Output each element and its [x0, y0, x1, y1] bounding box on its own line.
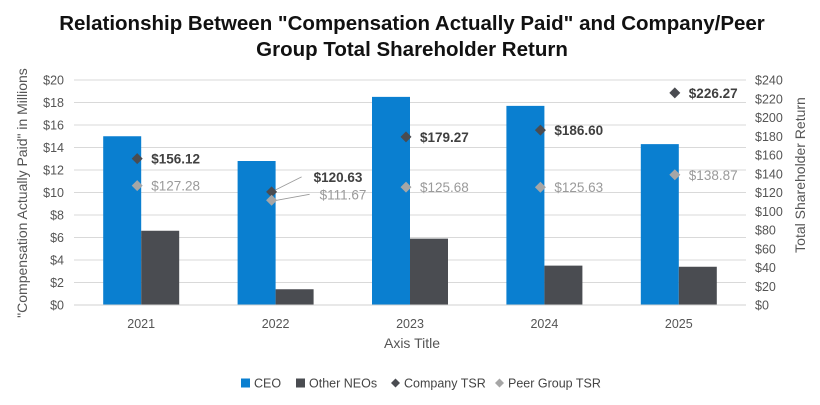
company-tsr-label: $226.27	[689, 86, 738, 101]
y2-tick-label: $20	[755, 280, 776, 294]
y-tick-label: $4	[50, 254, 64, 268]
peer-tsr-label: $125.63	[554, 180, 603, 195]
x-tick-label: 2022	[262, 317, 290, 331]
y2-tick-label: $160	[755, 149, 783, 163]
y-tick-label: $16	[43, 119, 64, 133]
x-tick-label: 2023	[396, 317, 424, 331]
legend-swatch	[391, 378, 400, 388]
peer-tsr-marker	[400, 181, 412, 193]
y2-tick-label: $200	[755, 111, 783, 125]
legend-label: Other NEOs	[309, 377, 377, 391]
legend-swatch	[241, 378, 250, 388]
company-tsr-marker	[669, 87, 681, 99]
peer-tsr-marker	[669, 169, 681, 181]
bar-ceo	[237, 161, 276, 305]
legend-swatch	[495, 378, 504, 388]
y-tick-label: $20	[43, 74, 64, 88]
company-tsr-label: $179.27	[420, 130, 469, 145]
x-tick-label: 2025	[665, 317, 693, 331]
company-tsr-marker	[266, 186, 278, 198]
y-axis-right: $0 $20 $40 $60 $80 $100 $120 $140 $160 $180 $200 $2…	[755, 74, 783, 313]
legend-label: CEO	[254, 377, 281, 391]
bar-ceo	[640, 144, 679, 305]
peer-tsr-marker	[131, 180, 143, 192]
y2-tick-label: $180	[755, 130, 783, 144]
y-tick-label: $12	[43, 164, 64, 178]
y-axis-title-right: Total Shareholder Return	[792, 97, 808, 253]
peer-tsr-label: $125.68	[420, 180, 469, 195]
bar-other-neos	[275, 289, 314, 305]
peer-tsr-marker	[266, 194, 278, 206]
y2-tick-label: $120	[755, 186, 783, 200]
bar-other-neos	[141, 230, 180, 305]
y2-tick-label: $0	[755, 299, 769, 313]
tsr-markers: $156.12 $127.28 $120.63 $111.67 $179.27 $125.…	[131, 86, 738, 206]
peer-tsr-marker	[534, 181, 546, 193]
y-tick-label: $14	[43, 141, 64, 155]
y2-tick-label: $220	[755, 92, 783, 106]
y2-tick-label: $60	[755, 242, 776, 256]
x-axis: 2021 2022 2023 2024 2025	[127, 317, 692, 331]
y-tick-label: $18	[43, 96, 64, 110]
bar-ceo	[103, 136, 142, 305]
company-tsr-marker	[400, 131, 412, 143]
y2-tick-label: $240	[755, 74, 783, 88]
y2-tick-label: $40	[755, 261, 776, 275]
y-tick-label: $6	[50, 231, 64, 245]
chart-title-line-1: Relationship Between "Compensation Actua…	[59, 12, 765, 35]
y-tick-label: $10	[43, 186, 64, 200]
bar-other-neos	[678, 266, 717, 305]
company-tsr-leader-line	[275, 176, 302, 191]
y-tick-label: $2	[50, 276, 64, 290]
company-tsr-label: $156.12	[151, 152, 200, 167]
bar-series	[103, 96, 717, 305]
y2-tick-label: $140	[755, 167, 783, 181]
peer-tsr-label: $138.87	[689, 168, 738, 183]
x-tick-label: 2024	[530, 317, 558, 331]
y-tick-label: $0	[50, 299, 64, 313]
company-tsr-label: $186.60	[554, 123, 603, 138]
y-axis-title-left: "Compensation Actually Paid" in Millions	[14, 68, 30, 318]
chart-title-line-2: Group Total Shareholder Return	[256, 38, 568, 61]
x-axis-title: Axis Title	[384, 335, 440, 351]
legend-label: Company TSR	[404, 377, 486, 391]
company-tsr-marker	[131, 153, 143, 165]
company-tsr-marker	[534, 124, 546, 136]
legend-swatch	[296, 378, 305, 388]
y2-tick-label: $100	[755, 205, 783, 219]
x-tick-label: 2021	[127, 317, 155, 331]
company-tsr-label: $120.63	[314, 170, 363, 185]
bar-other-neos	[410, 238, 448, 305]
peer-tsr-label: $111.67	[320, 187, 367, 202]
y-axis-left: $0 $2 $4 $6 $8 $10 $12 $14 $16 $18 $20	[43, 74, 64, 313]
y2-tick-label: $80	[755, 224, 776, 238]
peer-tsr-leader-line	[276, 193, 310, 201]
bar-other-neos	[544, 265, 583, 305]
peer-tsr-label: $127.28	[151, 179, 200, 194]
legend: CEO Other NEOs Company TSR Peer Group TSR	[241, 377, 601, 391]
bar-ceo	[372, 96, 410, 305]
legend-label: Peer Group TSR	[508, 377, 601, 391]
y-tick-label: $8	[50, 209, 64, 223]
bar-ceo	[506, 105, 545, 305]
